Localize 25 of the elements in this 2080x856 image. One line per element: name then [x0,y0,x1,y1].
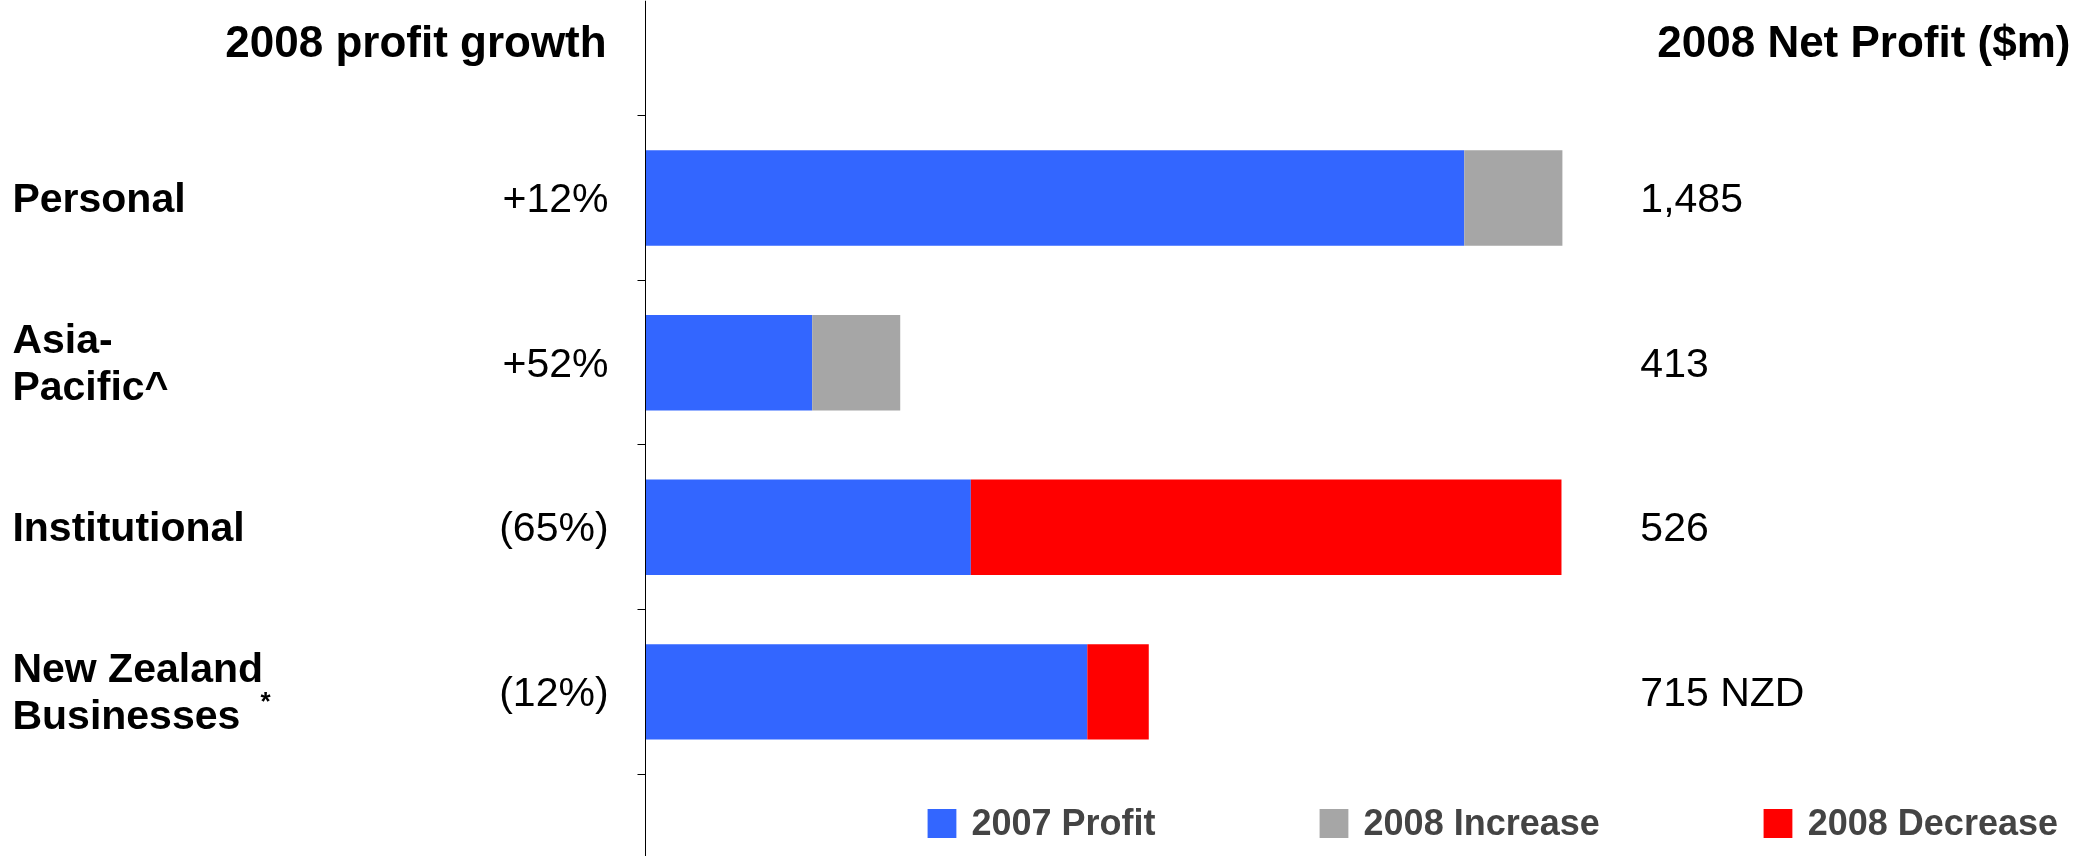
bar [645,479,971,576]
bar [645,150,1465,246]
text: 2008 Net Profit ($m) [1657,17,2071,67]
text: 413 [1640,339,1709,386]
text: 2008 profit growth [225,17,607,67]
legend-label: 2007 Profit [971,802,1156,844]
text: 715 NZD [1640,668,1805,715]
y-tick-label: Institutional [12,504,245,551]
text: 526 [1640,504,1709,551]
bar [645,314,813,411]
y-tick-label: Asia- Pacific^ [12,316,169,410]
legend-label: 2008 Increase [1363,802,1600,844]
legend-label: 2008 Decrease [1807,802,2058,844]
bar [1464,150,1563,246]
text: 1,485 [1640,175,1743,222]
bar [812,314,901,411]
text: +52% [502,339,609,386]
text: (65%) [499,504,609,551]
bar [1087,644,1149,740]
y-tick-label: Personal [12,175,186,222]
text: (12%) [499,668,609,715]
y-tick-label: New Zealand Businesses* [12,645,272,739]
text: +12% [502,175,609,222]
bar [645,644,1088,740]
bar [970,479,1562,576]
